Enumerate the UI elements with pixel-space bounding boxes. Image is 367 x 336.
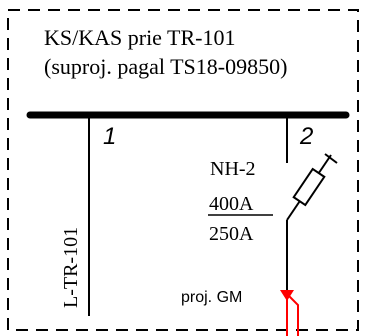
fuse-type-label: NH-2: [210, 158, 256, 180]
fuse-base-rating: 400A: [209, 193, 254, 215]
cabinet-title: KS/KAS prie TR-101: [44, 25, 236, 50]
feeder-1-number: 1: [103, 123, 116, 150]
feeder-2-number: 2: [299, 123, 313, 150]
triangle-down-icon: [280, 290, 294, 301]
projected-line-b: [288, 295, 299, 336]
fuse-rating: 250A: [209, 223, 254, 245]
fuse-switch-icon: [286, 153, 338, 221]
cabinet-subtitle: (suproj. pagal TS18-09850): [44, 54, 287, 79]
feeder-1-cable-label: L-TR-101: [60, 227, 82, 308]
meter-label: proj. GM: [181, 289, 242, 306]
cabinet-frame: [7, 9, 359, 331]
